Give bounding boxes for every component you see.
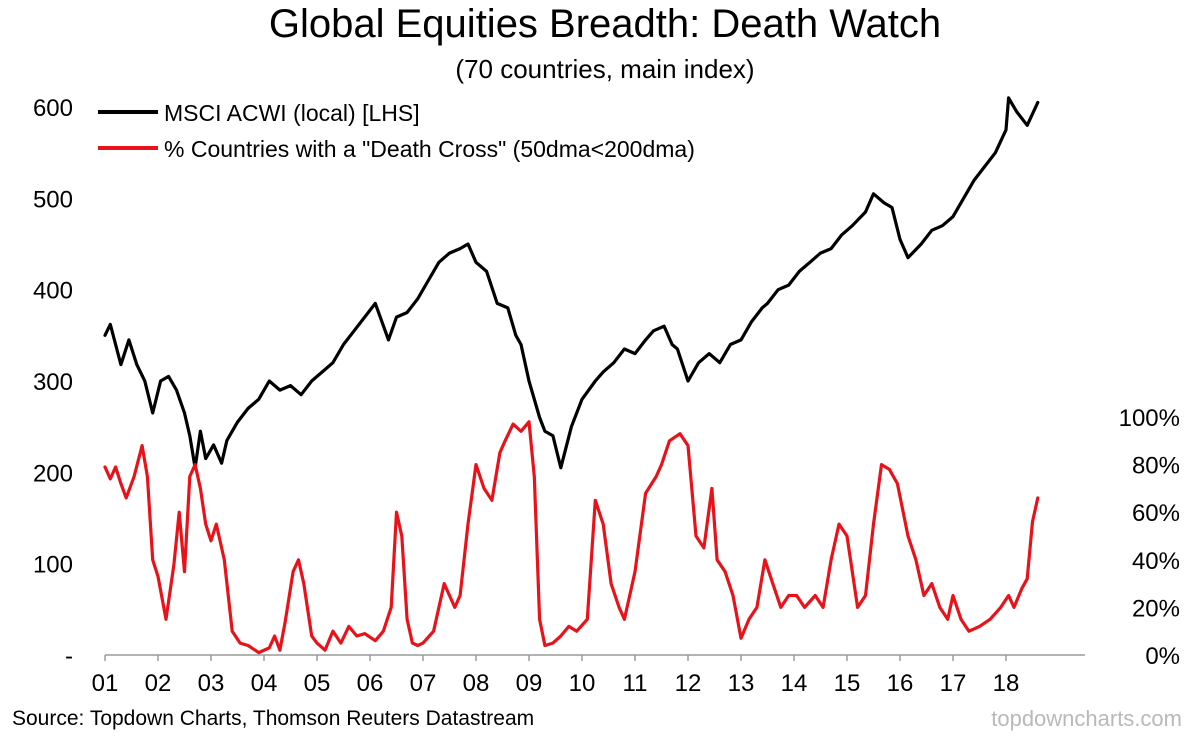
- x-axis-tick-label: 09: [516, 670, 543, 697]
- x-axis-tick-label: 12: [675, 670, 702, 697]
- left-axis-tick-label: 400: [33, 278, 73, 305]
- x-axis-tick-label: 06: [357, 670, 384, 697]
- left-axis-tick-label: 100: [33, 552, 73, 579]
- legend: MSCI ACWI (local) [LHS] % Countries with…: [98, 100, 695, 162]
- right-axis-tick-label: 80%: [1132, 453, 1180, 480]
- source-note: Source: Topdown Charts, Thomson Reuters …: [12, 707, 535, 730]
- x-axis-tick-label: 14: [781, 670, 808, 697]
- right-axis-tick-label: 60%: [1132, 500, 1180, 527]
- x-axis-tick-label: 08: [463, 670, 490, 697]
- x-axis-tick-label: 10: [569, 670, 596, 697]
- x-axis-tick-label: 11: [623, 670, 648, 697]
- chart-title: Global Equities Breadth: Death Watch: [268, 2, 942, 46]
- watermark: topdowncharts.com: [991, 706, 1182, 731]
- left-axis-tick-label: 600: [33, 95, 73, 122]
- x-axis-tick-label: 03: [198, 670, 225, 697]
- right-axis-tick-label: 100%: [1119, 405, 1180, 432]
- series-lines: [103, 96, 1040, 655]
- chart-subtitle: (70 countries, main index): [455, 54, 755, 84]
- left-axis-tick-label: -: [65, 643, 73, 670]
- x-axis-tick-label: 18: [993, 670, 1020, 697]
- left-axis-tick-labels: - 100 200 300 400 500 600: [33, 95, 73, 670]
- x-axis-tick-label: 16: [887, 670, 914, 697]
- legend-label-death-cross: % Countries with a "Death Cross" (50dma<…: [164, 136, 695, 162]
- x-axis: 01 02 03 04 05 06 07 08 09 10 11 12 13 14 15 16 17 18: [92, 654, 1085, 697]
- x-axis-tick-label: 05: [304, 670, 331, 697]
- x-axis-tick-label: 17: [940, 670, 967, 697]
- series-line-death-cross: [103, 420, 1040, 655]
- x-axis-tick-label: 04: [251, 670, 278, 697]
- x-axis-tick-label: 01: [92, 670, 119, 697]
- right-axis-tick-label: 20%: [1132, 595, 1180, 622]
- right-axis-tick-label: 40%: [1132, 548, 1180, 575]
- x-axis-tick-label: 07: [410, 670, 437, 697]
- right-axis-tick-labels: 0% 20% 40% 60% 80% 100%: [1119, 405, 1180, 670]
- left-axis-tick-label: 200: [33, 460, 73, 487]
- legend-label-msci-acwi: MSCI ACWI (local) [LHS]: [164, 100, 420, 126]
- right-axis-tick-label: 0%: [1145, 643, 1180, 670]
- left-axis-tick-label: 500: [33, 186, 73, 213]
- left-axis-tick-label: 300: [33, 369, 73, 396]
- x-axis-tick-label: 15: [834, 670, 861, 697]
- series-line-msci-acwi: [103, 96, 1040, 470]
- x-axis-tick-label: 02: [145, 670, 172, 697]
- x-axis-tick-label: 13: [728, 670, 755, 697]
